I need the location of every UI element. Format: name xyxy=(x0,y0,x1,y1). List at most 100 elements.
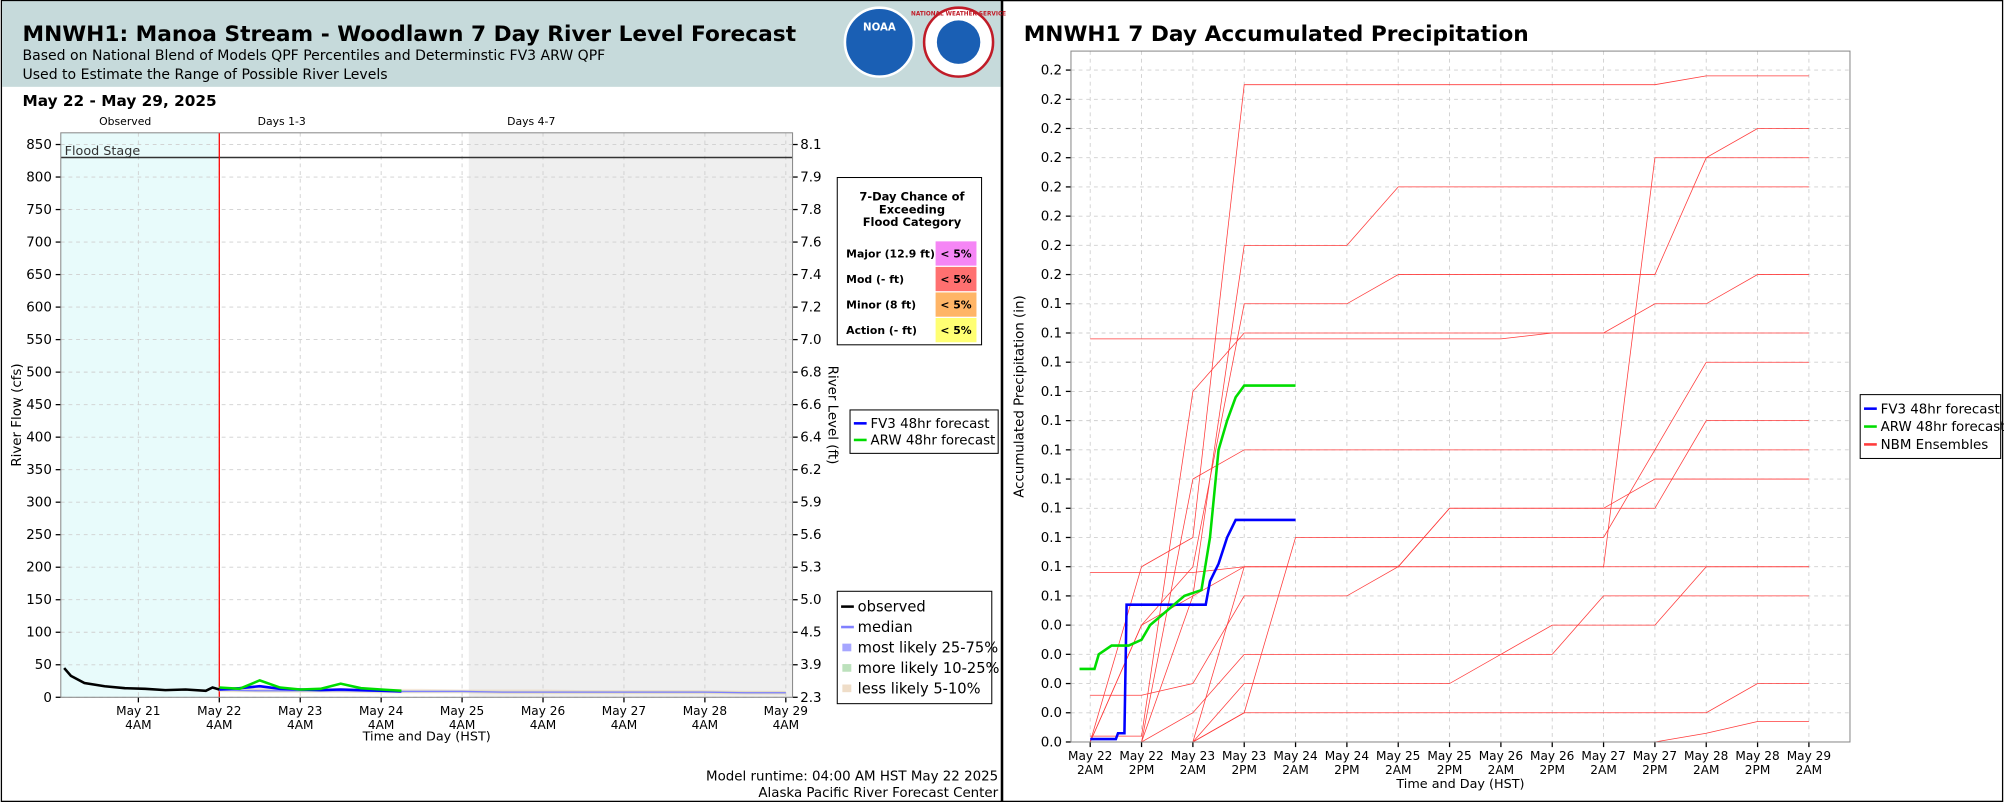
y-tick-label: 0.1 xyxy=(1041,473,1062,488)
x-tick-label: May 29 xyxy=(1787,749,1831,763)
x-tick-label: May 23 xyxy=(278,704,322,718)
period-label: Days 4-7 xyxy=(507,115,555,128)
y-tick-label: 0.2 xyxy=(1041,64,1062,79)
x-tick-label: May 23 xyxy=(1222,749,1266,763)
footer-runtime: Model runtime: 04:00 AM HST May 22 2025 xyxy=(706,769,998,784)
plot-border xyxy=(60,132,794,698)
y2-tick-label: 5.9 xyxy=(800,496,821,511)
y-tick-label: 200 xyxy=(26,561,52,576)
flood-chance-cell xyxy=(935,292,977,317)
plot-border xyxy=(1070,50,1851,743)
y-tick-label: 700 xyxy=(26,236,52,251)
x-tick-label: May 28 xyxy=(1684,749,1728,763)
flood-chance: < 5% xyxy=(940,273,971,286)
y-tick-label: 0.1 xyxy=(1041,502,1062,517)
y-tick-label: 0.1 xyxy=(1041,326,1062,341)
x-tick-label: 2AM xyxy=(1077,763,1103,777)
x-tick-label: May 28 xyxy=(1735,749,1779,763)
y-axis-label: Accumulated Precipitation (in) xyxy=(1013,295,1028,497)
period-shade xyxy=(60,132,220,698)
ensemble-line xyxy=(1090,361,1809,743)
y-tick-label: 0.0 xyxy=(1041,735,1062,750)
x-tick-label: 4AM xyxy=(287,718,313,732)
x-tick-label: 4AM xyxy=(692,718,718,732)
y-tick-label: 0.1 xyxy=(1041,443,1062,458)
period-label: Observed xyxy=(99,115,151,128)
x-tick-label: 2AM xyxy=(1385,763,1411,777)
y-tick-label: 0.1 xyxy=(1041,356,1062,371)
ensemble-line xyxy=(1090,566,1809,743)
legend-box xyxy=(849,409,999,454)
y-tick-label: 0.1 xyxy=(1041,385,1062,400)
plot xyxy=(1070,51,1850,743)
x-tick-label: May 22 xyxy=(1068,749,1112,763)
y-tick-label: 0.2 xyxy=(1041,268,1062,283)
y2-tick-label: 6.2 xyxy=(800,463,821,478)
y2-tick-label: 6.6 xyxy=(800,398,821,413)
y-tick-label: 0.0 xyxy=(1041,677,1062,692)
y-tick-label: 0.2 xyxy=(1041,239,1062,254)
y-tick-label: 0.2 xyxy=(1041,122,1062,137)
flood-stage-label: Flood Stage xyxy=(65,144,141,159)
x-tick-label: May 25 xyxy=(440,704,484,718)
x-tick-label: May 27 xyxy=(1581,749,1625,763)
flood-category: Minor (8 ft) xyxy=(846,298,916,311)
noaa-logo xyxy=(843,6,916,78)
x-tick-label: 4AM xyxy=(368,718,394,732)
y2-tick-label: 7.9 xyxy=(800,171,821,186)
y-tick-label: 0.2 xyxy=(1041,93,1062,108)
y-tick-label: 350 xyxy=(26,463,52,478)
y-tick-label: 800 xyxy=(26,171,52,186)
x-tick-label: 2AM xyxy=(1693,763,1719,777)
x-tick-label: May 26 xyxy=(521,704,565,718)
x-tick-label: 2PM xyxy=(1129,763,1155,777)
series-line xyxy=(1090,518,1296,741)
flood-chance: < 5% xyxy=(940,247,971,260)
x-tick-label: 4AM xyxy=(125,718,151,732)
legend-label: FV3 48hr forecast xyxy=(1881,402,2000,417)
x-tick-label: 4AM xyxy=(530,718,556,732)
series-line xyxy=(219,679,402,693)
y2-tick-label: 5.0 xyxy=(800,593,821,608)
nws-logo-inner xyxy=(936,20,981,64)
y2-tick-label: 7.2 xyxy=(800,301,821,316)
flood-category: Major (12.9 ft) xyxy=(846,247,935,260)
y-tick-label: 150 xyxy=(26,593,52,608)
legend-label: observed xyxy=(858,599,926,616)
plot xyxy=(60,132,793,698)
logo-text: NATIONAL WEATHER SERVICE xyxy=(911,11,1006,17)
series-line xyxy=(63,667,220,693)
y2-tick-label: 2.3 xyxy=(800,691,821,706)
y2-tick-label: 7.6 xyxy=(800,236,821,251)
flood-chance-cell xyxy=(935,317,977,343)
y2-tick-label: 6.4 xyxy=(800,431,821,446)
x-tick-label: May 23 xyxy=(1171,749,1215,763)
header-band xyxy=(2,1,1001,87)
x-tick-label: May 29 xyxy=(764,704,808,718)
y-tick-label: 650 xyxy=(26,268,52,283)
x-axis-label: Time and Day (HST) xyxy=(1395,777,1524,792)
legend-swatch xyxy=(842,643,852,652)
y2-tick-label: 8.1 xyxy=(800,138,821,153)
flood-category: Mod (- ft) xyxy=(846,273,904,286)
header-line: Based on National Blend of Models QPF Pe… xyxy=(22,48,605,64)
x-tick-label: 2PM xyxy=(1231,763,1257,777)
legend-label: most likely 25-75% xyxy=(858,640,999,657)
x-tick-label: May 27 xyxy=(602,704,646,718)
y-tick-label: 0.0 xyxy=(1041,706,1062,721)
y-tick-label: 0.2 xyxy=(1041,151,1062,166)
legend-box xyxy=(1859,394,2002,459)
x-tick-label: May 25 xyxy=(1427,749,1471,763)
y2-tick-label: 7.4 xyxy=(800,268,821,283)
legend-label: median xyxy=(858,619,913,636)
flood-chance-cell xyxy=(935,241,977,266)
y-tick-label: 0.1 xyxy=(1041,560,1062,575)
legend-swatch xyxy=(842,664,852,672)
y-tick-label: 300 xyxy=(26,496,52,511)
ensemble-line xyxy=(1090,274,1809,737)
ensemble-line xyxy=(1090,478,1809,743)
y-tick-label: 0.0 xyxy=(1041,648,1062,663)
ensemble-line xyxy=(1090,566,1809,573)
x-tick-label: 2PM xyxy=(1642,763,1668,777)
